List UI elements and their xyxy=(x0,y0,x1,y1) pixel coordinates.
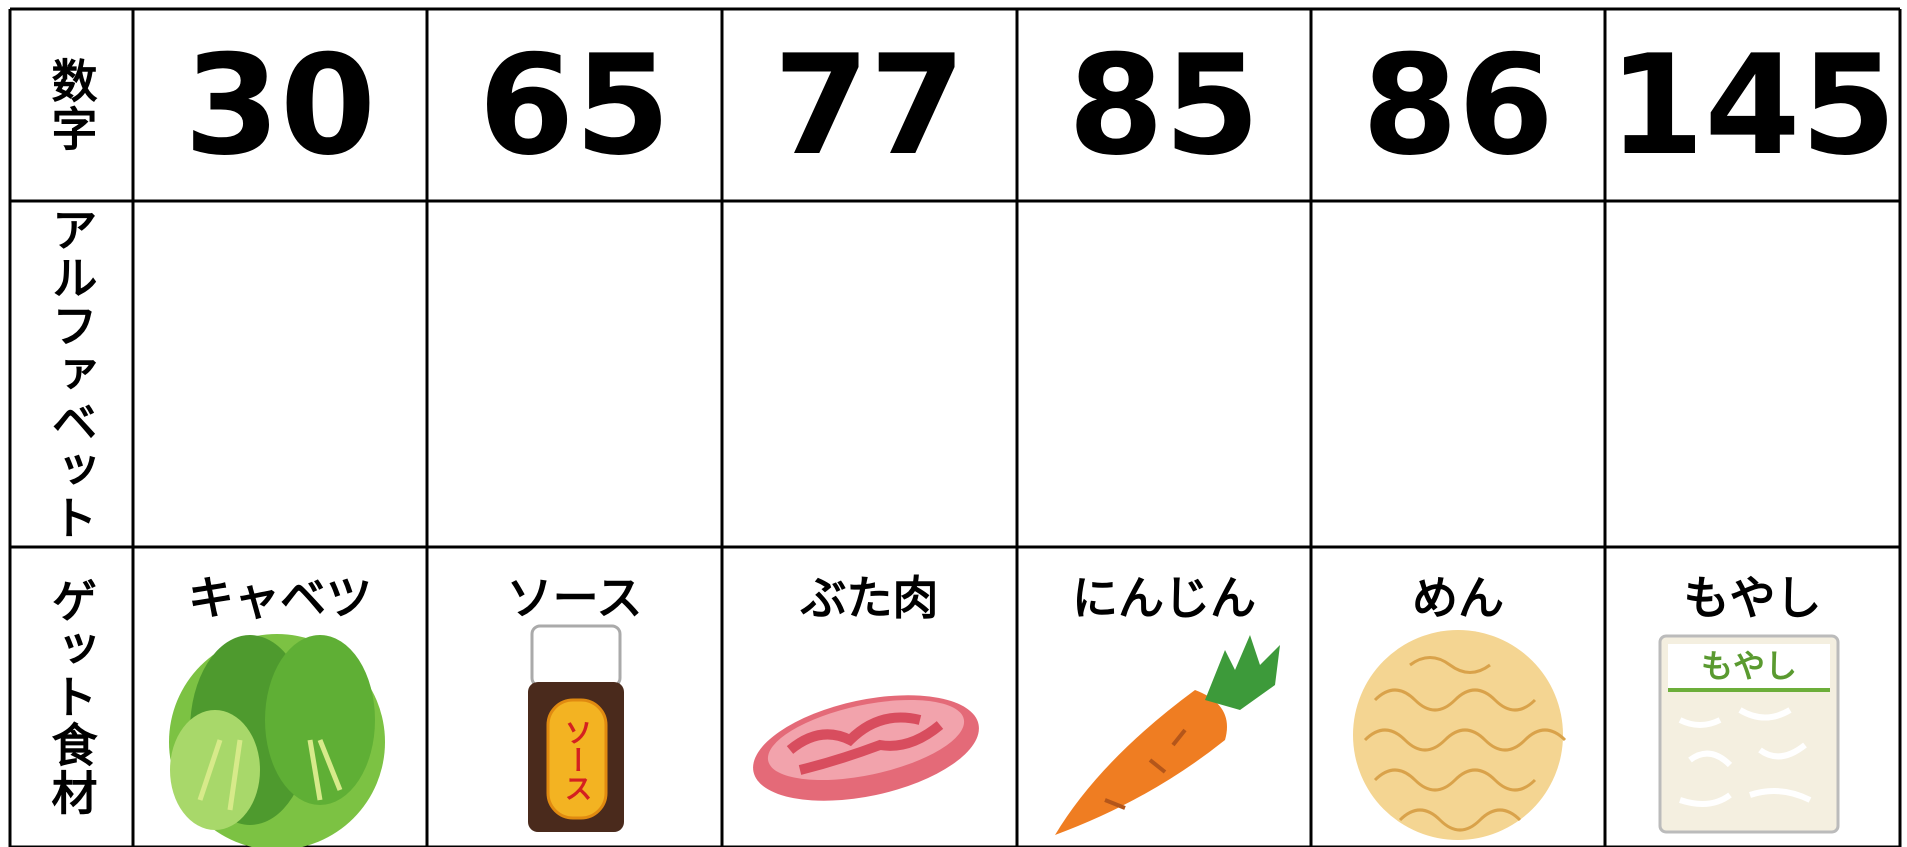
food-name: ソース xyxy=(506,571,643,625)
row-header: 数字 xyxy=(44,57,99,153)
sauce-label: ソース xyxy=(561,718,594,802)
number-cell: 85 xyxy=(1067,24,1261,186)
number-cell: 77 xyxy=(773,24,966,186)
noodles xyxy=(1353,630,1567,840)
grid xyxy=(8,7,1902,847)
food-name: もやし xyxy=(1683,571,1822,625)
number-cell: 30 xyxy=(183,24,377,186)
moyashi-label: もやし xyxy=(1701,647,1797,685)
food-name: キャベツ xyxy=(188,571,372,625)
row-header: ゲット食材 xyxy=(44,577,99,817)
food-name: ぶた肉 xyxy=(800,571,939,625)
moyashi-bag: もやし xyxy=(1658,634,1840,834)
number-cell: 65 xyxy=(478,24,671,186)
food-name: にんじん xyxy=(1072,571,1256,625)
sauce-bottle: ソース xyxy=(528,624,624,832)
cabbage xyxy=(169,634,385,847)
pork xyxy=(753,695,979,801)
number-cell: 86 xyxy=(1361,24,1555,186)
row-header: アルファベット xyxy=(44,206,99,542)
number-cell: 145 xyxy=(1608,24,1897,186)
carrot xyxy=(1055,635,1280,835)
food-name: めん xyxy=(1412,571,1504,625)
